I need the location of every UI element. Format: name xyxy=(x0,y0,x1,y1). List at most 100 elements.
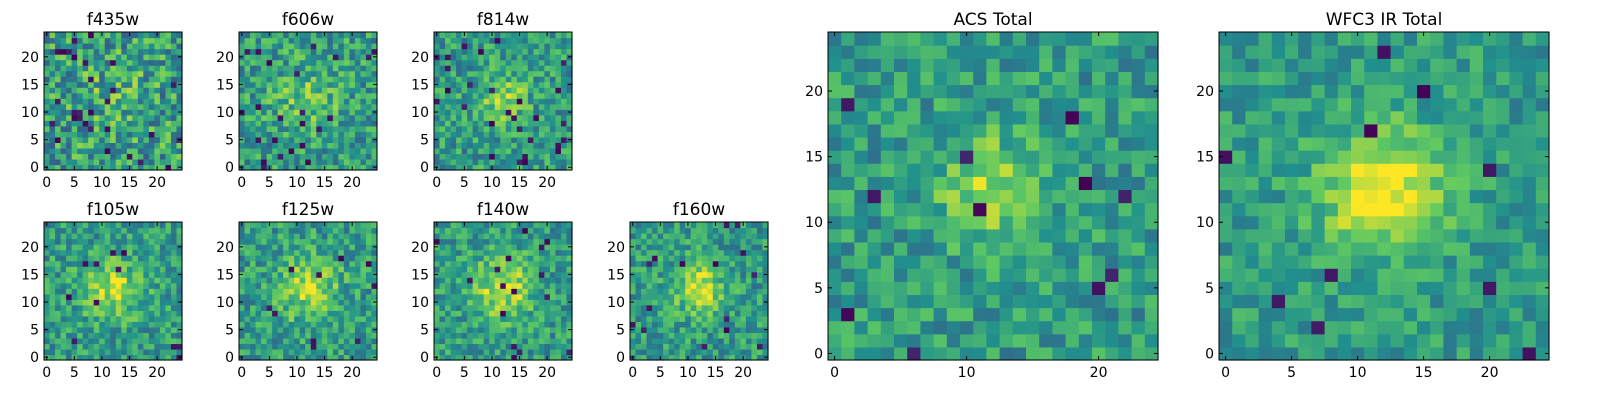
heatmap-cell xyxy=(439,131,446,138)
heatmap-cell xyxy=(973,189,987,204)
heatmap-cell xyxy=(154,48,161,55)
heatmap-cell xyxy=(522,65,529,72)
heatmap-cell xyxy=(489,136,496,143)
heatmap-cell xyxy=(630,249,637,256)
heatmap-cell xyxy=(450,142,457,149)
heatmap-cell xyxy=(283,48,290,55)
heatmap-cell xyxy=(126,304,133,311)
heatmap-cell xyxy=(250,164,257,171)
heatmap-cell xyxy=(450,332,457,339)
heatmap-cell xyxy=(294,293,301,300)
heatmap-cell xyxy=(338,48,345,55)
heatmap-cell xyxy=(478,299,485,306)
heatmap-cell xyxy=(44,343,51,350)
heatmap-cell xyxy=(338,59,345,66)
heatmap-cell xyxy=(316,343,323,350)
heatmap-cell xyxy=(999,320,1014,335)
heatmap-cell xyxy=(110,277,117,284)
heatmap-cell xyxy=(756,277,764,284)
heatmap-cell xyxy=(663,271,670,278)
heatmap-cell xyxy=(538,299,545,306)
heatmap-cell xyxy=(450,233,457,240)
heatmap-cell xyxy=(522,337,529,345)
heatmap-cell xyxy=(88,277,95,284)
heatmap-cell xyxy=(946,320,961,335)
heatmap-cell xyxy=(255,332,262,339)
heatmap-cell xyxy=(751,260,758,267)
heatmap-cell xyxy=(170,87,178,94)
heatmap-cell xyxy=(544,114,551,121)
heatmap-cell xyxy=(66,103,73,110)
heatmap-cell xyxy=(115,54,122,61)
heatmap-cell xyxy=(371,304,378,311)
heatmap-cell xyxy=(522,222,529,229)
heatmap-cell xyxy=(360,120,367,127)
heatmap-cell xyxy=(310,164,317,171)
heatmap-cell xyxy=(841,281,855,295)
heatmap-cell xyxy=(663,227,670,234)
heatmap-cell xyxy=(316,238,323,245)
heatmap-cell xyxy=(450,277,457,284)
heatmap-cell xyxy=(255,321,262,328)
heatmap-cell xyxy=(305,222,312,229)
heatmap-cell xyxy=(365,114,373,121)
heatmap-cell xyxy=(555,354,562,361)
heatmap-cell xyxy=(283,348,290,356)
heatmap-cell xyxy=(294,87,301,94)
heatmap-cell xyxy=(71,238,78,245)
heatmap-cell xyxy=(467,153,474,160)
heatmap-cell xyxy=(126,288,133,295)
heatmap-cell xyxy=(310,282,317,289)
heatmap-cell xyxy=(434,125,441,132)
heatmap-cell xyxy=(456,222,463,229)
heatmap-cell xyxy=(500,299,507,306)
heatmap-cell xyxy=(505,87,512,94)
heatmap-cell xyxy=(456,244,463,251)
heatmap-cell xyxy=(456,142,463,149)
heatmap-cell xyxy=(93,142,100,149)
x-tick-label: 10 xyxy=(679,365,697,381)
heatmap-cell xyxy=(332,343,339,350)
heatmap-cell xyxy=(538,147,545,155)
heatmap-cell xyxy=(566,142,573,149)
heatmap-cell xyxy=(321,315,328,322)
heatmap-cell xyxy=(663,222,670,229)
heatmap-cell xyxy=(126,321,133,328)
heatmap-cell xyxy=(44,125,51,132)
heatmap-cell xyxy=(332,76,339,83)
heatmap-cell xyxy=(272,304,279,311)
heatmap-cell xyxy=(88,337,95,345)
heatmap-cell xyxy=(277,271,284,278)
heatmap-cell xyxy=(533,321,540,328)
heatmap-cell xyxy=(126,59,133,66)
heatmap-cell xyxy=(93,354,100,361)
heatmap-cell xyxy=(729,354,736,361)
heatmap-cell xyxy=(343,348,350,356)
heatmap-cell xyxy=(137,288,144,295)
heatmap-cell xyxy=(472,310,479,317)
heatmap-cell xyxy=(71,249,78,256)
heatmap-cell xyxy=(511,354,518,361)
heatmap-cell xyxy=(762,266,769,273)
heatmap-cell xyxy=(250,354,257,361)
heatmap-cell xyxy=(255,282,262,289)
heatmap-cell xyxy=(354,310,362,317)
heatmap-cell xyxy=(288,310,295,317)
heatmap-cell xyxy=(170,233,178,240)
heatmap-cell xyxy=(343,299,350,306)
heatmap-cell xyxy=(288,81,295,88)
heatmap-cell xyxy=(685,315,692,322)
heatmap-cell xyxy=(751,293,758,300)
heatmap-cell xyxy=(478,343,485,350)
heatmap-cell xyxy=(93,147,100,155)
heatmap-cell xyxy=(49,125,56,132)
heatmap-cell xyxy=(104,238,111,245)
heatmap-cell xyxy=(154,255,161,262)
heatmap-cell xyxy=(110,76,117,83)
heatmap-cell xyxy=(560,87,568,94)
heatmap-cell xyxy=(467,343,474,350)
heatmap-cell xyxy=(82,310,89,317)
heatmap-cell xyxy=(511,244,518,251)
heatmap-cell xyxy=(121,70,128,77)
heatmap-cell xyxy=(115,304,122,311)
